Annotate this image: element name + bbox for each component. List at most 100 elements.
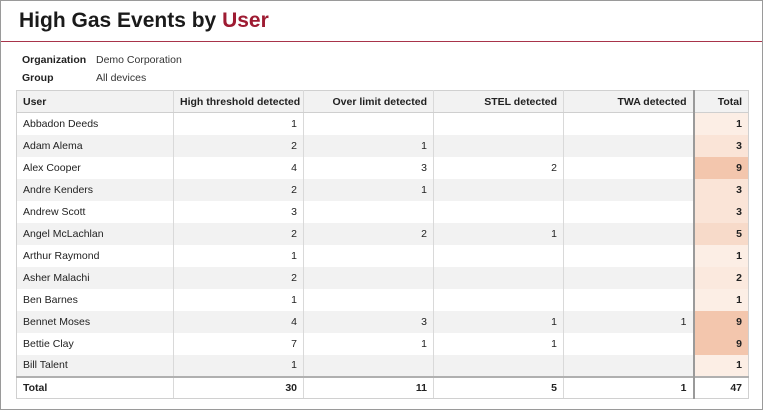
cell-high-threshold: 2 xyxy=(173,266,304,289)
cell-over-limit: 1 xyxy=(303,332,434,355)
cell-twa xyxy=(563,354,694,377)
cell-total: 1 xyxy=(692,112,749,135)
cell-user: Asher Malachi xyxy=(16,266,174,289)
cell-twa xyxy=(563,178,694,201)
cell-over-limit: 1 xyxy=(303,178,434,201)
group-value: All devices xyxy=(96,72,147,84)
cell-twa: 1 xyxy=(563,310,694,333)
table-row[interactable]: Ben Barnes 1 1 xyxy=(16,288,749,311)
column-header-user[interactable]: User xyxy=(16,90,174,113)
group-label: Group xyxy=(22,72,54,84)
table-row[interactable]: Bill Talent 1 1 xyxy=(16,354,749,377)
cell-twa xyxy=(563,200,694,223)
table-row[interactable]: Abbadon Deeds 1 1 xyxy=(16,112,749,135)
title-text: High Gas Events by xyxy=(19,9,223,32)
cell-over-limit xyxy=(303,354,434,377)
cell-total: 3 xyxy=(692,178,749,201)
cell-high-threshold: 7 xyxy=(173,332,304,355)
cell-stel xyxy=(433,134,564,157)
cell-over-limit xyxy=(303,200,434,223)
table-row[interactable]: Andrew Scott 3 3 xyxy=(16,200,749,223)
column-header-over-limit[interactable]: Over limit detected xyxy=(303,90,434,113)
page-title: High Gas Events by User xyxy=(19,9,269,33)
cell-over-limit xyxy=(303,244,434,267)
table-row[interactable]: Adam Alema 2 1 3 xyxy=(16,134,749,157)
table-row[interactable]: Arthur Raymond 1 1 xyxy=(16,244,749,267)
organization-row: Organization Demo Corporation xyxy=(22,51,182,69)
cell-high-threshold: 1 xyxy=(173,244,304,267)
cell-total: 5 xyxy=(692,222,749,245)
cell-user: Andre Kenders xyxy=(16,178,174,201)
cell-high-threshold: 1 xyxy=(173,354,304,377)
cell-user: Arthur Raymond xyxy=(16,244,174,267)
table-body: Abbadon Deeds 1 1 Adam Alema 2 1 3 Alex Cooper 4… xyxy=(16,112,749,377)
cell-stel xyxy=(433,288,564,311)
cell-total: 3 xyxy=(692,200,749,223)
cell-high-threshold: 2 xyxy=(173,178,304,201)
cell-total: 2 xyxy=(692,266,749,289)
total-stel: 5 xyxy=(433,375,564,399)
table-row[interactable]: Angel McLachlan 2 2 1 5 xyxy=(16,222,749,245)
total-label: Total xyxy=(16,375,174,399)
cell-stel: 2 xyxy=(433,156,564,179)
cell-twa xyxy=(563,134,694,157)
cell-stel: 1 xyxy=(433,332,564,355)
title-bar: High Gas Events by User xyxy=(1,1,762,42)
cell-user: Bill Talent xyxy=(16,354,174,377)
table-row[interactable]: Alex Cooper 4 3 2 9 xyxy=(16,156,749,179)
column-header-high-threshold[interactable]: High threshold detected xyxy=(173,90,304,113)
cell-high-threshold: 3 xyxy=(173,200,304,223)
cell-stel xyxy=(433,112,564,135)
cell-high-threshold: 1 xyxy=(173,112,304,135)
cell-over-limit: 3 xyxy=(303,156,434,179)
table-row[interactable]: Bennet Moses 4 3 1 1 9 xyxy=(16,310,749,333)
cell-user: Bennet Moses xyxy=(16,310,174,333)
cell-over-limit xyxy=(303,112,434,135)
column-header-twa[interactable]: TWA detected xyxy=(563,90,694,113)
cell-stel xyxy=(433,178,564,201)
table-total-row: Total 30 11 5 1 47 xyxy=(16,375,749,399)
cell-stel: 1 xyxy=(433,222,564,245)
grand-total: 47 xyxy=(692,375,749,399)
cell-total: 1 xyxy=(692,354,749,377)
cell-high-threshold: 4 xyxy=(173,310,304,333)
cell-total: 9 xyxy=(692,156,749,179)
cell-user: Angel McLachlan xyxy=(16,222,174,245)
report-filters: Organization Demo Corporation Group All … xyxy=(22,51,182,87)
cell-high-threshold: 4 xyxy=(173,156,304,179)
gas-events-table: User High threshold detected Over limit … xyxy=(16,90,749,399)
table-row[interactable]: Bettie Clay 7 1 1 9 xyxy=(16,332,749,355)
cell-stel: 1 xyxy=(433,310,564,333)
cell-high-threshold: 1 xyxy=(173,288,304,311)
cell-stel xyxy=(433,266,564,289)
column-header-total[interactable]: Total xyxy=(692,90,749,113)
cell-over-limit xyxy=(303,266,434,289)
table-row[interactable]: Andre Kenders 2 1 3 xyxy=(16,178,749,201)
cell-user: Alex Cooper xyxy=(16,156,174,179)
cell-twa xyxy=(563,332,694,355)
cell-total: 9 xyxy=(692,310,749,333)
cell-total: 1 xyxy=(692,244,749,267)
cell-twa xyxy=(563,112,694,135)
cell-twa xyxy=(563,266,694,289)
cell-user: Abbadon Deeds xyxy=(16,112,174,135)
total-over-limit: 11 xyxy=(303,375,434,399)
organization-value: Demo Corporation xyxy=(96,54,182,66)
cell-twa xyxy=(563,244,694,267)
cell-twa xyxy=(563,222,694,245)
cell-over-limit: 1 xyxy=(303,134,434,157)
cell-over-limit xyxy=(303,288,434,311)
title-accent-text: User xyxy=(222,9,269,32)
cell-over-limit: 3 xyxy=(303,310,434,333)
cell-total: 3 xyxy=(692,134,749,157)
column-header-stel[interactable]: STEL detected xyxy=(433,90,564,113)
table-row[interactable]: Asher Malachi 2 2 xyxy=(16,266,749,289)
total-high-threshold: 30 xyxy=(173,375,304,399)
cell-user: Adam Alema xyxy=(16,134,174,157)
cell-user: Andrew Scott xyxy=(16,200,174,223)
cell-total: 1 xyxy=(692,288,749,311)
cell-user: Ben Barnes xyxy=(16,288,174,311)
cell-stel xyxy=(433,200,564,223)
cell-over-limit: 2 xyxy=(303,222,434,245)
